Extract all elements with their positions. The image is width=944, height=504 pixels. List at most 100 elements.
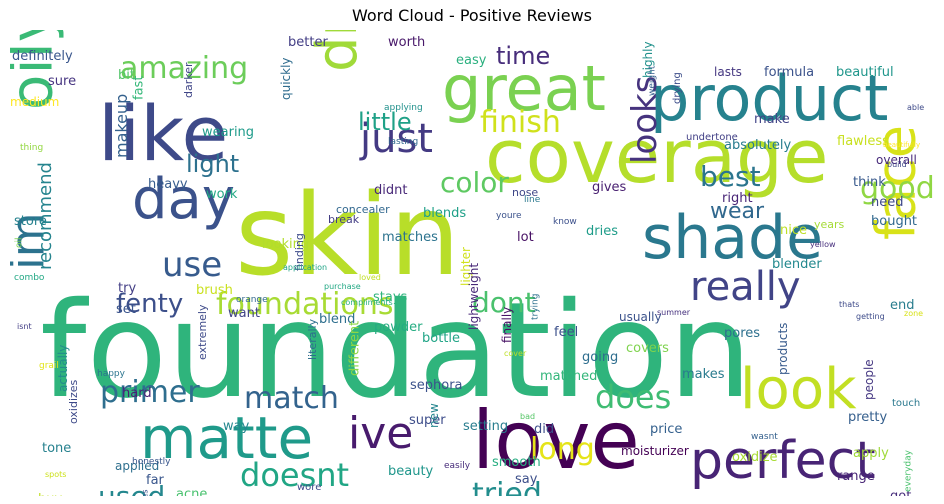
- cloud-word-got: got: [890, 489, 911, 496]
- cloud-word-super: super: [409, 413, 446, 428]
- cloud-word-fast: fast: [132, 76, 147, 100]
- cloud-word-oxidize: oxidize: [732, 450, 778, 465]
- cloud-word-usually: usually: [619, 310, 662, 324]
- cloud-word-oxidizes: oxidizes: [67, 379, 80, 424]
- cloud-word-know: know: [553, 217, 577, 227]
- cloud-word-say: say: [515, 472, 538, 487]
- cloud-word-buy: buy: [38, 492, 62, 496]
- cloud-word-everyday: everyday: [903, 449, 913, 492]
- cloud-word-new: new: [427, 403, 441, 428]
- cloud-word-matched: matched: [540, 369, 597, 384]
- cloud-word-highly: highly: [641, 41, 655, 78]
- cloud-word-primer: primer: [100, 375, 200, 410]
- cloud-word-way: way: [223, 419, 250, 434]
- cloud-word-easy: easy: [456, 53, 487, 68]
- cloud-word-little: little: [358, 108, 412, 136]
- cloud-word-wore: wore: [297, 482, 321, 493]
- cloud-word-finally: finally: [500, 307, 514, 343]
- cloud-word-face: face: [864, 125, 927, 240]
- cloud-word-years: years: [814, 218, 845, 231]
- cloud-word-lighter: lighter: [459, 247, 473, 286]
- cloud-word-getting: getting: [856, 312, 885, 321]
- cloud-word-better: better: [288, 35, 328, 50]
- cloud-word-sephora: sephora: [410, 378, 463, 393]
- cloud-word-dries: dries: [586, 224, 618, 239]
- cloud-word-product: product: [650, 62, 888, 135]
- cloud-word-oily: oily: [10, 30, 66, 110]
- cloud-word-thing: thing: [20, 143, 43, 153]
- cloud-word-match: match: [244, 381, 339, 416]
- cloud-word-try: try: [118, 281, 136, 296]
- cloud-word-range: range: [837, 469, 875, 484]
- cloud-word-love: love: [472, 394, 640, 487]
- cloud-word-applying: applying: [384, 103, 423, 113]
- cloud-word-definitely: definitely: [12, 49, 73, 64]
- cloud-word-far: far: [146, 473, 165, 488]
- cloud-word-blend: blend: [319, 312, 355, 327]
- cloud-word-good: good: [860, 171, 934, 206]
- cloud-word-dont: dont: [472, 286, 536, 319]
- cloud-word-isnt: isnt: [17, 322, 32, 331]
- cloud-word-im: im: [10, 212, 55, 270]
- cloud-word-look: look: [740, 357, 857, 422]
- cloud-word-reviews: reviews: [755, 495, 786, 496]
- cloud-word-concealer: concealer: [336, 203, 390, 216]
- cloud-word-drying: drying: [672, 72, 683, 104]
- cloud-word-easily: easily: [444, 461, 471, 471]
- cloud-word-work: work: [206, 187, 238, 202]
- cloud-word-honestly: honestly: [132, 457, 171, 467]
- cloud-word-thats: thats: [839, 300, 859, 309]
- cloud-word-perfect: perfect: [690, 431, 876, 491]
- cloud-word-right: right: [722, 191, 753, 206]
- cloud-word-extremely: extremely: [196, 304, 209, 360]
- cloud-word-combo: combo: [14, 273, 45, 283]
- cloud-word-products: products: [776, 323, 790, 375]
- cloud-word-darker: darker: [182, 62, 195, 98]
- cloud-word-trying: trying: [530, 294, 540, 320]
- cloud-word-pores: pores: [724, 326, 760, 341]
- cloud-word-nice: nice: [780, 223, 807, 238]
- cloud-word-break: break: [328, 213, 360, 226]
- cloud-word-finish: finish: [480, 105, 561, 140]
- cloud-word-nose: nose: [512, 186, 538, 199]
- cloud-word-build: build: [887, 160, 907, 169]
- cloud-word-make: make: [754, 112, 790, 127]
- cloud-word-hard: hard: [122, 386, 152, 401]
- cloud-word-best: best: [700, 160, 761, 193]
- cloud-word-think: think: [853, 175, 886, 190]
- cloud-word-bought: bought: [871, 214, 917, 229]
- cloud-word-flawless: flawless: [837, 134, 889, 149]
- cloud-word-coverage: coverage: [485, 114, 829, 200]
- cloud-word-blender: blender: [772, 257, 822, 272]
- cloud-word-did: did: [534, 422, 554, 437]
- cloud-word-medium: medium: [10, 95, 59, 109]
- cloud-word-applied: applied: [115, 459, 159, 473]
- cloud-word-wear: wear: [710, 199, 765, 224]
- cloud-word-makeup: makeup: [112, 94, 131, 158]
- cloud-word-time: time: [496, 42, 550, 70]
- cloud-word-like: like: [98, 89, 228, 178]
- cloud-word-didnt: didnt: [374, 183, 407, 198]
- cloud-word-beautiful: beautiful: [836, 65, 894, 80]
- cloud-word-purchase: purchase: [324, 282, 361, 291]
- cloud-word-just: just: [359, 116, 433, 162]
- cloud-word-pretty: pretty: [848, 410, 888, 425]
- cloud-word-end: end: [890, 298, 915, 313]
- cloud-word-skin: skin: [235, 171, 460, 301]
- cloud-word-literally: literally: [306, 318, 319, 360]
- cloud-word-stays: stays: [373, 290, 408, 305]
- cloud-word-touch: touch: [892, 398, 920, 409]
- cloud-word-worth: worth: [388, 35, 425, 50]
- cloud-word-lasting: lasting: [388, 137, 418, 147]
- cloud-word-actually: actually: [56, 345, 70, 392]
- cloud-word-acne: acne: [176, 487, 207, 496]
- cloud-word-smooth: smooth: [492, 455, 541, 470]
- cloud-word-undertone: undertone: [686, 132, 738, 143]
- cloud-word-zone: zone: [904, 309, 923, 318]
- word-cloud: foundation skin coverage love like product gre…: [10, 30, 934, 496]
- cloud-word-quickly: quickly: [279, 57, 293, 100]
- cloud-word-apply: apply: [853, 446, 889, 461]
- cloud-word-compliments: compliments: [341, 298, 393, 307]
- cloud-word-gives: gives: [592, 180, 627, 195]
